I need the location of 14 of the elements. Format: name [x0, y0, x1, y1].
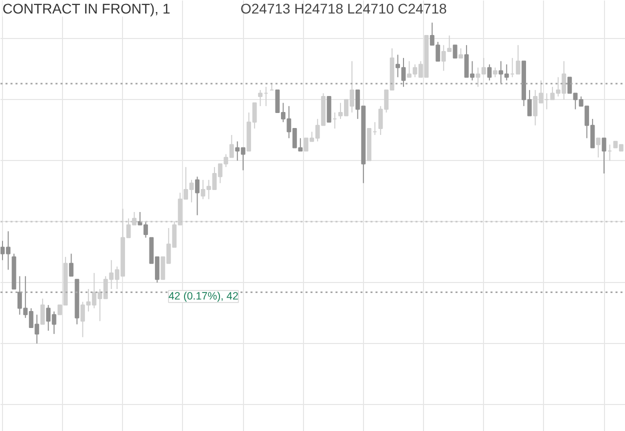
candlestick [452, 44, 458, 58]
candlestick [602, 138, 606, 174]
candlestick [487, 64, 492, 81]
candlestick [258, 90, 263, 107]
candlestick [516, 44, 520, 74]
candlestick [458, 48, 464, 58]
candlestick [596, 138, 601, 158]
candlestick [40, 298, 45, 325]
annotation: 42 (0.17%), 42 [168, 290, 238, 302]
candlestick [492, 67, 498, 78]
chart-title: CONTRACT IN FRONT), 1 [2, 0, 170, 16]
candlestick [69, 253, 74, 277]
candlestick [195, 176, 200, 216]
text: O24713 H24718 L24710 C24718 [240, 0, 447, 16]
